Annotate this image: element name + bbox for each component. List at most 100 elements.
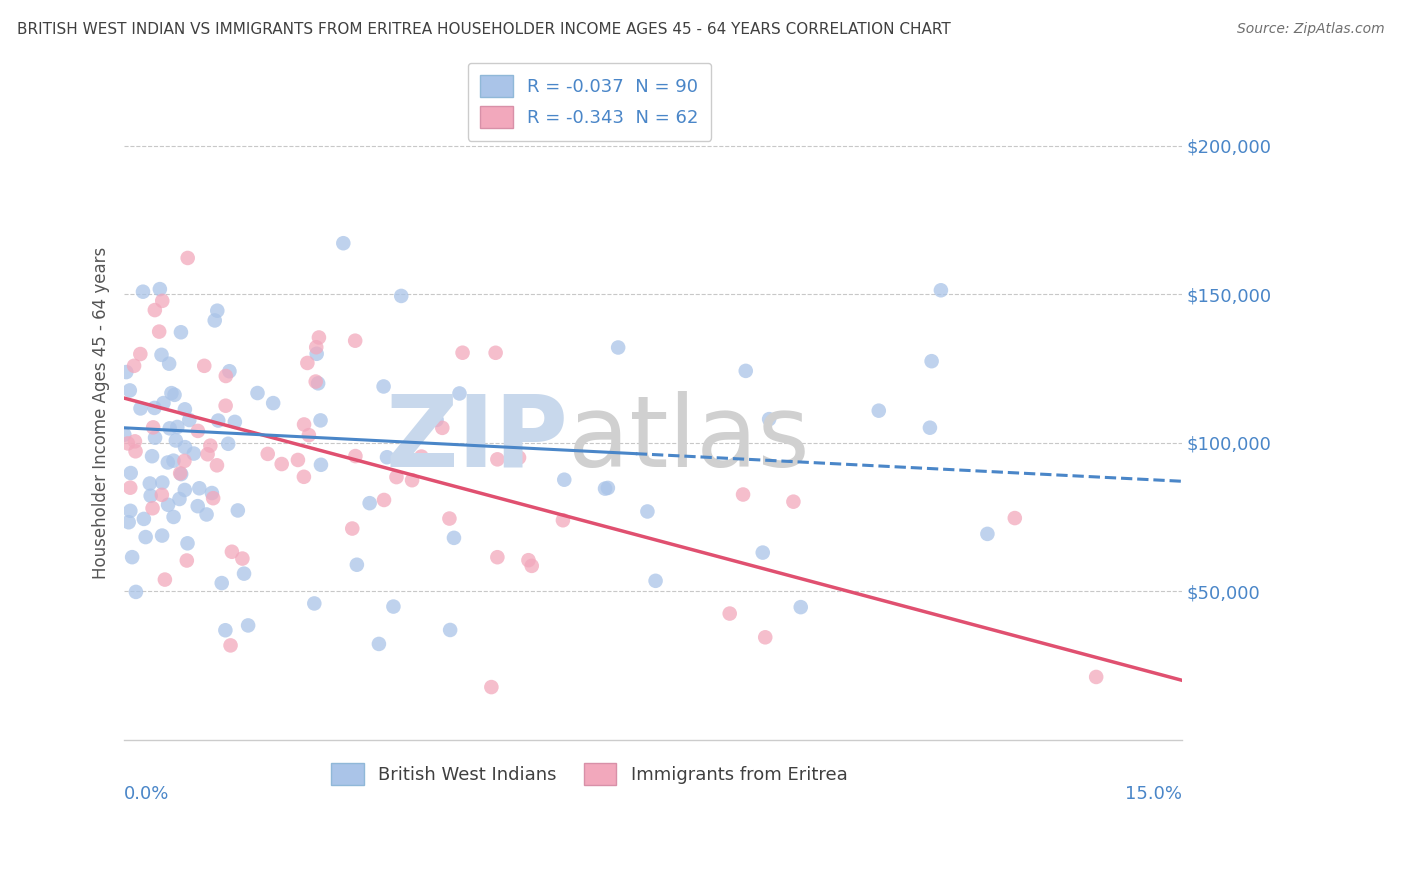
Text: 0.0%: 0.0%	[124, 785, 170, 804]
Legend: British West Indians, Immigrants from Eritrea: British West Indians, Immigrants from Er…	[321, 752, 859, 796]
Point	[219, 639, 242, 653]
Point	[929, 283, 952, 297]
Point	[233, 566, 256, 581]
Point	[375, 450, 398, 465]
Point	[174, 440, 197, 454]
Point	[751, 545, 773, 559]
Point	[120, 466, 142, 480]
Point	[173, 454, 195, 468]
Point	[211, 576, 233, 591]
Point	[221, 545, 243, 559]
Point	[124, 434, 146, 449]
Point	[176, 251, 198, 265]
Text: Source: ZipAtlas.com: Source: ZipAtlas.com	[1237, 22, 1385, 37]
Point	[200, 439, 222, 453]
Point	[129, 347, 152, 361]
Point	[1085, 670, 1108, 684]
Point	[169, 467, 191, 481]
Point	[551, 513, 574, 527]
Point	[156, 455, 179, 469]
Point	[517, 553, 540, 567]
Point	[359, 496, 381, 510]
Point	[451, 345, 474, 359]
Point	[118, 384, 141, 398]
Point	[305, 347, 328, 361]
Point	[486, 452, 509, 467]
Point	[157, 357, 180, 371]
Point	[170, 325, 193, 339]
Point	[385, 470, 408, 484]
Point	[118, 515, 141, 529]
Point	[201, 486, 224, 500]
Point	[439, 511, 461, 525]
Text: BRITISH WEST INDIAN VS IMMIGRANTS FROM ERITREA HOUSEHOLDER INCOME AGES 45 - 64 Y: BRITISH WEST INDIAN VS IMMIGRANTS FROM E…	[17, 22, 950, 37]
Point	[976, 527, 998, 541]
Point	[309, 413, 332, 427]
Point	[411, 450, 433, 464]
Point	[153, 573, 176, 587]
Point	[112, 427, 135, 442]
Point	[485, 345, 508, 359]
Point	[197, 447, 219, 461]
Point	[142, 501, 165, 516]
Point	[157, 498, 180, 512]
Point	[367, 637, 389, 651]
Point	[734, 364, 756, 378]
Point	[163, 388, 186, 402]
Text: 15.0%: 15.0%	[1125, 785, 1181, 804]
Point	[636, 504, 658, 518]
Point	[188, 481, 211, 495]
Point	[183, 446, 205, 460]
Point	[1004, 511, 1026, 525]
Point	[373, 379, 395, 393]
Point	[139, 476, 162, 491]
Point	[443, 531, 465, 545]
Point	[143, 303, 166, 318]
Point	[139, 489, 162, 503]
Point	[149, 282, 172, 296]
Point	[718, 607, 741, 621]
Point	[401, 473, 423, 487]
Point	[142, 420, 165, 434]
Point	[307, 376, 329, 391]
Point	[553, 473, 575, 487]
Point	[292, 470, 315, 484]
Point	[166, 420, 188, 434]
Text: atlas: atlas	[568, 391, 810, 488]
Point	[193, 359, 215, 373]
Point	[143, 431, 166, 445]
Point	[731, 487, 754, 501]
Point	[305, 340, 328, 354]
Point	[246, 386, 269, 401]
Point	[596, 481, 619, 495]
Point	[270, 457, 292, 471]
Point	[150, 488, 173, 502]
Point	[214, 624, 236, 638]
Point	[426, 413, 449, 427]
Point	[207, 413, 229, 427]
Point	[125, 585, 148, 599]
Point	[141, 449, 163, 463]
Point	[129, 401, 152, 416]
Point	[308, 330, 330, 344]
Point	[121, 550, 143, 565]
Point	[439, 623, 461, 637]
Point	[117, 436, 139, 450]
Point	[224, 415, 246, 429]
Point	[150, 528, 173, 542]
Point	[170, 467, 193, 482]
Point	[297, 356, 319, 370]
Point	[449, 386, 471, 401]
Point	[432, 421, 454, 435]
Point	[179, 413, 201, 427]
Point	[169, 491, 191, 506]
Point	[202, 491, 225, 506]
Point	[921, 354, 943, 368]
Point	[868, 403, 890, 417]
Point	[236, 618, 259, 632]
Point	[214, 399, 236, 413]
Point	[520, 558, 543, 573]
Point	[143, 401, 166, 415]
Point	[346, 558, 368, 572]
Point	[754, 630, 776, 644]
